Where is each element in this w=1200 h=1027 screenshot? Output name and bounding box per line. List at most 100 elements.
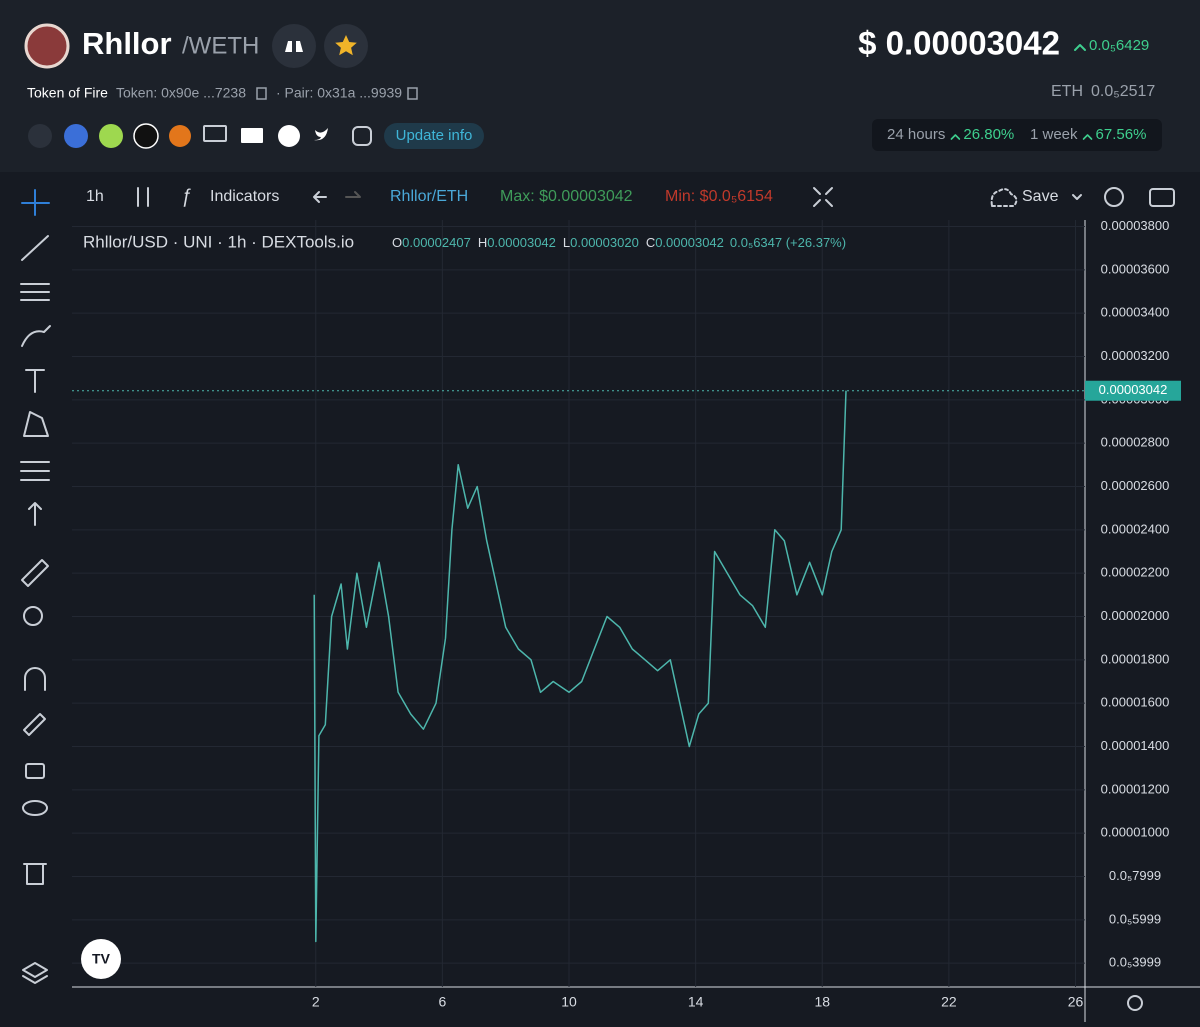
x-tick-label: 26: [1068, 994, 1084, 1010]
y-tick-label: 0.00002800: [1101, 435, 1170, 450]
pair-toggle[interactable]: Rhllor/ETH: [390, 188, 468, 205]
link-icon[interactable]: [99, 124, 123, 148]
ohlc-item: H: [478, 235, 487, 250]
arrow-tool[interactable]: [28, 502, 42, 526]
fullscreen-icon[interactable]: [813, 187, 833, 207]
undo-icon[interactable]: [313, 191, 327, 203]
camera-icon[interactable]: [1149, 188, 1175, 207]
link-icon[interactable]: [133, 123, 159, 149]
ohlc-item: 0.00003042: [655, 235, 724, 250]
ohlc-legend: O0.00002407 H0.00003042 L0.00003020 C0.0000…: [392, 235, 846, 250]
email-icon[interactable]: [241, 128, 263, 143]
up-arrow: [950, 134, 961, 140]
share-icon[interactable]: [28, 124, 52, 148]
pattern-tool[interactable]: [23, 411, 49, 437]
chart-bg: [0, 172, 1200, 1022]
last-price-tag: [1085, 380, 1181, 401]
chart-title: Rhllor/USD · UNI · 1h · DEXTools.io: [83, 232, 354, 251]
token-avatar: [24, 23, 70, 69]
max-price: Max: $0.00003042: [500, 188, 633, 205]
lock-draw-tool[interactable]: [23, 713, 46, 736]
axis-settings[interactable]: [1127, 995, 1143, 1011]
x-tick-label: 22: [941, 994, 957, 1010]
y-tick-label: 0.00003600: [1101, 261, 1170, 276]
binoculars-button[interactable]: [272, 24, 316, 68]
y-tick-label: 0.00001600: [1101, 695, 1170, 710]
link-icon[interactable]: [64, 124, 88, 148]
social-links: [28, 123, 372, 149]
y-tick-label: 0.00003800: [1101, 218, 1170, 233]
interval[interactable]: 1h: [86, 188, 104, 205]
binoculars-icon: [285, 41, 303, 52]
y-tick-label: 0.00002200: [1101, 565, 1170, 580]
tradingview-logo[interactable]: [81, 939, 121, 979]
update-button[interactable]: [384, 123, 484, 149]
instagram-icon[interactable]: [352, 126, 372, 146]
y-tick-label: 0.00002400: [1101, 521, 1170, 536]
indicators-button[interactable]: Indicators: [210, 188, 279, 205]
dropdown-icon[interactable]: [1072, 194, 1082, 200]
redo-icon[interactable]: [345, 191, 361, 198]
eth-label: ETH: [1051, 83, 1083, 100]
up-arrow: [1074, 44, 1086, 51]
y-tick-label: 0.00003200: [1101, 348, 1170, 363]
stat-value: 26.80%: [963, 126, 1014, 143]
ohlc-item: 0.00002407: [402, 235, 471, 250]
y-tick-label: 0.00002000: [1101, 608, 1170, 623]
prediction-tool[interactable]: [20, 461, 50, 481]
twitter-icon[interactable]: [314, 128, 328, 141]
cloud-icon[interactable]: [990, 188, 1018, 207]
fib-tool[interactable]: [20, 283, 50, 301]
fx-icon: ƒ: [181, 186, 192, 207]
x-tick-label: 18: [814, 994, 830, 1010]
layers-tool[interactable]: [22, 962, 48, 984]
stat-label: 24 hours: [887, 126, 945, 143]
x-tick-label: 14: [688, 994, 704, 1010]
stat-value: 67.56%: [1096, 126, 1147, 143]
trash-tool[interactable]: [23, 863, 47, 885]
visibility-tool[interactable]: [22, 800, 48, 816]
candle-icon[interactable]: [137, 187, 149, 207]
update-label[interactable]: Update info: [396, 127, 473, 144]
metamask-icon[interactable]: [169, 125, 191, 147]
ohlc-item: 0.00003020: [570, 235, 639, 250]
x-tick-label: 2: [312, 994, 320, 1010]
ohlc-item: 0.00003042: [487, 235, 556, 250]
y-tick-label: 0.00002600: [1101, 478, 1170, 493]
trend-line-tool[interactable]: [21, 235, 49, 261]
ruler-tool[interactable]: [21, 559, 49, 587]
ohlc-item: O: [392, 235, 402, 250]
token-fullname: Token of Fire: [27, 85, 108, 101]
settings-icon[interactable]: [1104, 187, 1124, 207]
copy-icon[interactable]: [407, 87, 418, 100]
stat-label: 1 week: [1030, 126, 1078, 143]
token-pair: /WETH: [182, 32, 259, 59]
lock-tool[interactable]: [25, 763, 45, 779]
copy-icon[interactable]: [256, 87, 267, 100]
star-icon: [335, 35, 357, 56]
stats-box: [872, 119, 1162, 151]
crosshair-tool[interactable]: [21, 189, 50, 216]
text-tool[interactable]: [25, 369, 45, 393]
min-price: Min: $0.0₅6154: [665, 188, 773, 205]
drawing-tools: [20, 235, 51, 984]
magnet-tool[interactable]: [24, 667, 46, 691]
zoom-tool[interactable]: [23, 606, 43, 626]
x-tick-label: 10: [561, 994, 577, 1010]
y-tick-label: 0.0₅3999: [1109, 955, 1161, 970]
pair-address[interactable]: · Pair: 0x31a ...9939: [276, 85, 402, 101]
y-tick-label: 0.00001200: [1101, 781, 1170, 796]
telegram-icon[interactable]: [278, 125, 300, 147]
y-tick-label: 0.00001000: [1101, 825, 1170, 840]
y-tick-label: 0.00001800: [1101, 651, 1170, 666]
price-line: [313, 390, 847, 943]
token-address[interactable]: Token: 0x90e ...7238: [116, 85, 246, 101]
eth-price: 0.0₅2517: [1091, 83, 1155, 100]
ohlc-item: 0.0₅6347 (+26.37%): [730, 235, 846, 250]
website-icon[interactable]: [203, 125, 227, 142]
price: $ 0.00003042: [858, 25, 1060, 62]
brush-tool[interactable]: [21, 325, 51, 347]
tradingview-mark: TV: [92, 951, 111, 967]
save-button[interactable]: Save: [1022, 188, 1059, 205]
